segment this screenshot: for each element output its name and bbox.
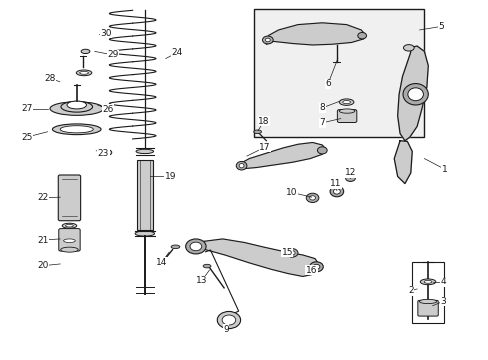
Polygon shape bbox=[393, 141, 411, 184]
Ellipse shape bbox=[62, 223, 77, 228]
FancyBboxPatch shape bbox=[58, 175, 81, 221]
Ellipse shape bbox=[309, 196, 315, 200]
Ellipse shape bbox=[262, 36, 273, 44]
Text: 5: 5 bbox=[438, 22, 444, 31]
Ellipse shape bbox=[265, 38, 270, 42]
Text: 4: 4 bbox=[439, 277, 445, 286]
Ellipse shape bbox=[190, 242, 201, 251]
FancyBboxPatch shape bbox=[417, 300, 437, 316]
Text: 17: 17 bbox=[259, 143, 270, 152]
Text: 29: 29 bbox=[107, 50, 119, 59]
Ellipse shape bbox=[236, 161, 246, 170]
Ellipse shape bbox=[63, 239, 75, 243]
Text: 13: 13 bbox=[196, 276, 207, 285]
Ellipse shape bbox=[309, 262, 323, 272]
Ellipse shape bbox=[67, 101, 86, 109]
Text: 30: 30 bbox=[100, 29, 111, 38]
Text: 21: 21 bbox=[37, 235, 48, 244]
Ellipse shape bbox=[305, 193, 318, 203]
Text: 16: 16 bbox=[305, 266, 317, 275]
Ellipse shape bbox=[342, 100, 350, 104]
Text: 11: 11 bbox=[329, 179, 341, 188]
Polygon shape bbox=[397, 46, 427, 141]
Text: 24: 24 bbox=[171, 48, 183, 57]
Ellipse shape bbox=[203, 264, 210, 268]
Ellipse shape bbox=[419, 279, 435, 285]
Ellipse shape bbox=[317, 147, 326, 154]
FancyBboxPatch shape bbox=[337, 110, 356, 122]
Polygon shape bbox=[264, 23, 366, 45]
Ellipse shape bbox=[80, 71, 88, 74]
Ellipse shape bbox=[171, 245, 180, 249]
Ellipse shape bbox=[402, 84, 427, 105]
Text: 19: 19 bbox=[164, 172, 176, 181]
Bar bbox=[411, 262, 443, 323]
Polygon shape bbox=[238, 143, 325, 168]
Ellipse shape bbox=[345, 175, 355, 181]
Ellipse shape bbox=[357, 32, 366, 39]
Ellipse shape bbox=[61, 247, 78, 252]
Ellipse shape bbox=[333, 189, 340, 194]
Ellipse shape bbox=[103, 151, 109, 154]
Ellipse shape bbox=[50, 102, 103, 115]
Ellipse shape bbox=[239, 163, 244, 168]
Text: 2: 2 bbox=[407, 286, 413, 295]
Text: 23: 23 bbox=[98, 149, 109, 158]
Text: 1: 1 bbox=[441, 165, 447, 174]
Text: 10: 10 bbox=[286, 188, 297, 197]
Ellipse shape bbox=[288, 251, 294, 255]
Text: 14: 14 bbox=[156, 258, 167, 267]
Ellipse shape bbox=[135, 231, 154, 236]
Text: 3: 3 bbox=[439, 297, 445, 306]
Text: 25: 25 bbox=[21, 132, 32, 141]
Ellipse shape bbox=[329, 186, 343, 197]
Ellipse shape bbox=[253, 130, 261, 134]
Ellipse shape bbox=[286, 249, 297, 257]
Text: 7: 7 bbox=[319, 118, 325, 127]
Ellipse shape bbox=[61, 102, 92, 112]
Text: 12: 12 bbox=[344, 168, 355, 177]
Ellipse shape bbox=[222, 315, 235, 325]
Ellipse shape bbox=[52, 124, 101, 135]
Ellipse shape bbox=[312, 264, 319, 269]
Ellipse shape bbox=[100, 149, 112, 156]
Text: 20: 20 bbox=[37, 261, 48, 270]
Ellipse shape bbox=[60, 126, 93, 133]
Ellipse shape bbox=[76, 70, 92, 76]
Text: 9: 9 bbox=[223, 325, 228, 334]
Ellipse shape bbox=[217, 311, 240, 329]
Text: 27: 27 bbox=[21, 104, 32, 113]
Text: 18: 18 bbox=[258, 117, 269, 126]
Ellipse shape bbox=[418, 299, 436, 303]
FancyBboxPatch shape bbox=[59, 229, 80, 251]
Text: 15: 15 bbox=[281, 248, 292, 257]
Ellipse shape bbox=[185, 239, 205, 254]
Text: 28: 28 bbox=[44, 74, 56, 83]
FancyBboxPatch shape bbox=[137, 160, 152, 230]
Text: 22: 22 bbox=[37, 193, 48, 202]
Polygon shape bbox=[191, 239, 319, 276]
Ellipse shape bbox=[403, 45, 413, 51]
Ellipse shape bbox=[339, 99, 353, 105]
Ellipse shape bbox=[423, 280, 431, 283]
Text: 6: 6 bbox=[325, 79, 330, 88]
Text: 26: 26 bbox=[102, 105, 114, 114]
Ellipse shape bbox=[81, 49, 90, 54]
Ellipse shape bbox=[136, 149, 153, 154]
Text: 8: 8 bbox=[319, 103, 325, 112]
Ellipse shape bbox=[407, 88, 423, 101]
Ellipse shape bbox=[339, 109, 354, 113]
Bar bbox=[254, 9, 424, 137]
Ellipse shape bbox=[65, 225, 73, 227]
